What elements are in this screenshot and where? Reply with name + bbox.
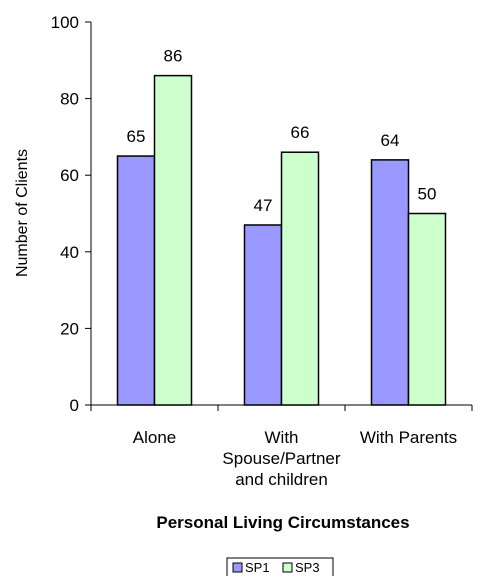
legend-box <box>226 557 334 576</box>
legend-swatch-sp3 <box>282 562 293 573</box>
x-category-label: Alone <box>133 428 176 447</box>
x-axis-title: Personal Living Circumstances <box>156 513 409 532</box>
x-category-label: With Parents <box>360 428 457 447</box>
data-label: 86 <box>164 47 183 66</box>
legend-label-sp3: SP3 <box>295 560 320 575</box>
bar-sp3 <box>280 151 320 406</box>
y-tick-label: 0 <box>70 396 79 415</box>
data-label: 65 <box>127 127 146 146</box>
bar-sp3 <box>153 74 193 406</box>
legend-swatch-sp1 <box>232 562 243 573</box>
bar-sp3 <box>407 212 447 406</box>
y-axis-title: Number of Clients <box>14 149 31 277</box>
y-tick-label: 80 <box>60 90 79 109</box>
data-label: 66 <box>291 123 310 142</box>
x-category-label: With Spouse/Partner and children <box>222 428 340 489</box>
y-tick-label: 40 <box>60 243 79 262</box>
bar-sp1 <box>370 159 410 406</box>
y-tick-label: 20 <box>60 319 79 338</box>
y-axis: 0 20 40 60 80 100 <box>51 13 92 415</box>
data-label: 50 <box>418 185 437 204</box>
legend-label-sp1: SP1 <box>245 560 270 575</box>
y-tick-label: 100 <box>51 13 79 32</box>
bar-sp1 <box>116 155 156 406</box>
x-axis: Alone With Spouse/Partner and children With … <box>90 404 473 489</box>
data-label: 64 <box>381 131 400 150</box>
bars: 65 47 64 86 66 50 <box>116 47 447 406</box>
data-label: 47 <box>254 196 273 215</box>
y-tick-label: 60 <box>60 166 79 185</box>
bar-sp1 <box>243 224 283 406</box>
legend: SP1 SP3 <box>226 557 334 576</box>
